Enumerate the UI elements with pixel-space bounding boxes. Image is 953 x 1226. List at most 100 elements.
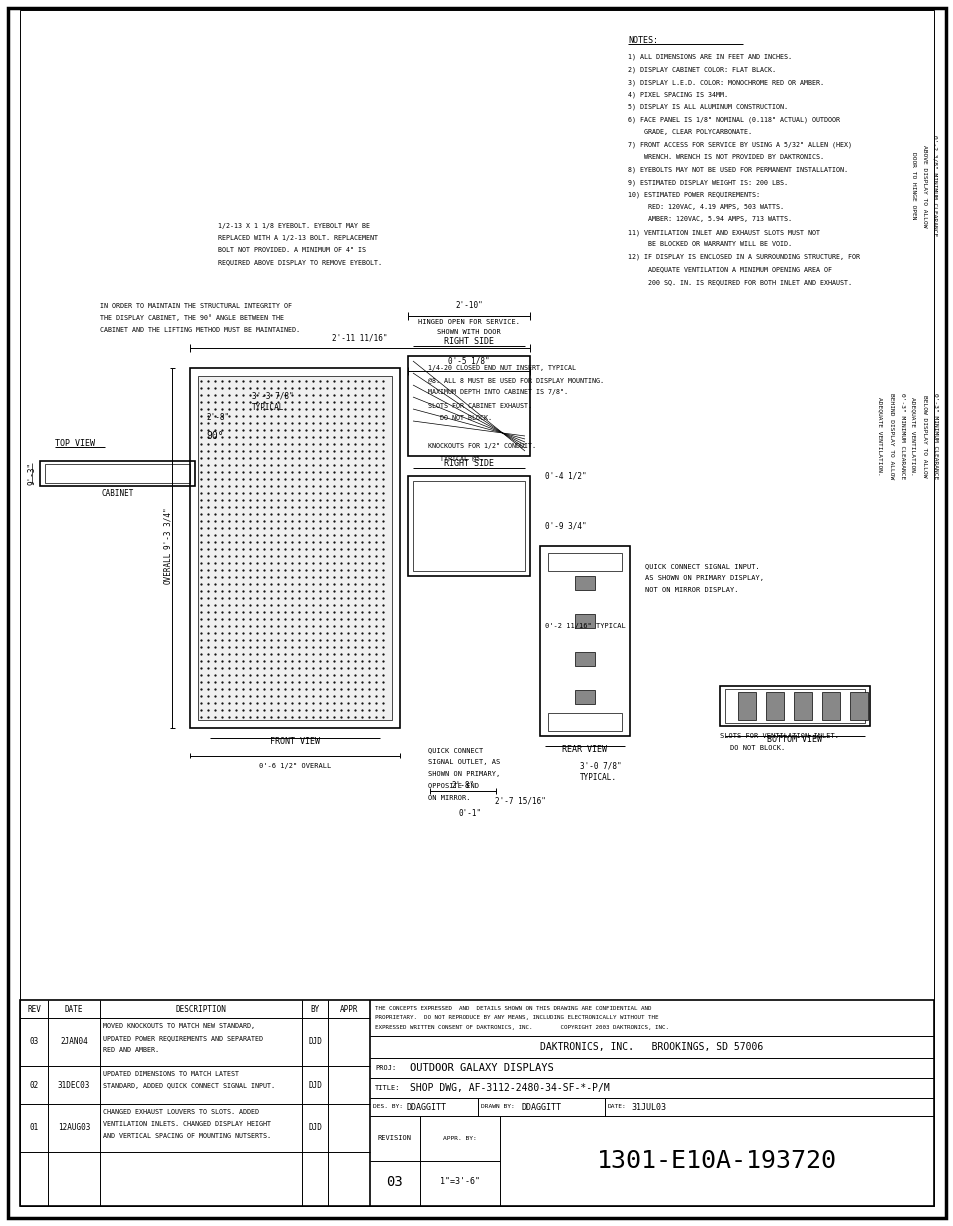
Text: 4) PIXEL SPACING IS 34MM.: 4) PIXEL SPACING IS 34MM.: [627, 92, 727, 98]
Text: 0'-3" MINIMUM CLEARANCE: 0'-3" MINIMUM CLEARANCE: [899, 392, 904, 479]
Text: BE BLOCKED OR WARRANTY WILL BE VOID.: BE BLOCKED OR WARRANTY WILL BE VOID.: [627, 242, 791, 248]
Text: 90°: 90°: [206, 432, 224, 441]
Text: 2JAN04: 2JAN04: [60, 1037, 88, 1047]
Text: DDAGGITT: DDAGGITT: [521, 1102, 561, 1112]
Text: 1/2-13 X 1 1/8 EYEBOLT. EYEBOLT MAY BE: 1/2-13 X 1 1/8 EYEBOLT. EYEBOLT MAY BE: [218, 223, 370, 229]
Text: DATE: DATE: [65, 1004, 83, 1014]
Text: 31JUL03: 31JUL03: [630, 1102, 665, 1112]
Text: BOLT NOT PROVIDED. A MINIMUM OF 4" IS: BOLT NOT PROVIDED. A MINIMUM OF 4" IS: [218, 246, 366, 253]
Bar: [40, 461, 194, 485]
Text: TITLE:: TITLE:: [375, 1085, 400, 1091]
Text: DRAWN BY:: DRAWN BY:: [480, 1105, 515, 1110]
Text: CABINET AND THE LIFTING METHOD MUST BE MAINTAINED.: CABINET AND THE LIFTING METHOD MUST BE M…: [100, 327, 299, 333]
Text: 0'-6 1/2" OVERALL: 0'-6 1/2" OVERALL: [258, 763, 331, 769]
Text: 11) VENTILATION INLET AND EXHAUST SLOTS MUST NOT: 11) VENTILATION INLET AND EXHAUST SLOTS …: [627, 229, 820, 235]
Text: 03: 03: [30, 1037, 38, 1047]
Text: THE DISPLAY CABINET, THE 90° ANGLE BETWEEN THE: THE DISPLAY CABINET, THE 90° ANGLE BETWE…: [100, 315, 284, 321]
Bar: [408, 476, 530, 576]
Text: BOTTOM VIEW: BOTTOM VIEW: [767, 736, 821, 744]
Text: DOOR TO HINGE OPEN: DOOR TO HINGE OPEN: [910, 152, 915, 219]
Text: DDAGGITT: DDAGGITT: [407, 1102, 447, 1112]
Text: WRENCH. WRENCH IS NOT PROVIDED BY DAKTRONICS.: WRENCH. WRENCH IS NOT PROVIDED BY DAKTRO…: [627, 154, 823, 161]
Text: SHOWN ON PRIMARY,: SHOWN ON PRIMARY,: [428, 771, 499, 777]
Text: SHOWN WITH DOOR: SHOWN WITH DOOR: [436, 329, 500, 335]
Text: PROJ:: PROJ:: [375, 1065, 395, 1072]
Text: DJD: DJD: [308, 1123, 321, 1133]
Text: PROPRIETARY.  DO NOT REPRODUCE BY ANY MEANS, INCLUDING ELECTRONICALLY WITHOUT TH: PROPRIETARY. DO NOT REPRODUCE BY ANY MEA…: [375, 1015, 658, 1020]
Text: UPDATED DIMENSIONS TO MATCH LATEST: UPDATED DIMENSIONS TO MATCH LATEST: [103, 1072, 239, 1076]
Text: BEHIND DISPLAY TO ALLOW: BEHIND DISPLAY TO ALLOW: [888, 392, 893, 479]
Text: 0'-9 3/4": 0'-9 3/4": [544, 521, 586, 531]
Text: IN ORDER TO MAINTAIN THE STRUCTURAL INTEGRITY OF: IN ORDER TO MAINTAIN THE STRUCTURAL INTE…: [100, 303, 292, 309]
Text: 2'-11 11/16": 2'-11 11/16": [332, 333, 387, 342]
Text: 1) ALL DIMENSIONS ARE IN FEET AND INCHES.: 1) ALL DIMENSIONS ARE IN FEET AND INCHES…: [627, 54, 791, 60]
Text: SLOTS FOR CABINET EXHAUST.: SLOTS FOR CABINET EXHAUST.: [428, 403, 532, 409]
Text: 12) IF DISPLAY IS ENCLOSED IN A SURROUNDING STRUCTURE, FOR: 12) IF DISPLAY IS ENCLOSED IN A SURROUND…: [627, 254, 859, 260]
Text: 9'-3": 9'-3": [28, 462, 36, 485]
Text: NOT ON MIRROR DISPLAY.: NOT ON MIRROR DISPLAY.: [644, 587, 738, 593]
Text: 0'-2 11/16" TYPICAL: 0'-2 11/16" TYPICAL: [544, 623, 625, 629]
Bar: [575, 614, 595, 628]
Text: 2'-7 15/16": 2'-7 15/16": [494, 797, 545, 805]
Bar: [738, 691, 755, 720]
Text: 3'-3 7/8": 3'-3 7/8": [252, 391, 294, 401]
Bar: [190, 368, 399, 728]
Text: 0'-5 1/8": 0'-5 1/8": [448, 357, 489, 365]
Text: STANDARD, ADDED QUICK CONNECT SIGNAL INPUT.: STANDARD, ADDED QUICK CONNECT SIGNAL INP…: [103, 1083, 274, 1089]
Text: REVISION: REVISION: [377, 1135, 412, 1141]
Text: AMBER: 120VAC, 5.94 AMPS, 713 WATTS.: AMBER: 120VAC, 5.94 AMPS, 713 WATTS.: [627, 217, 791, 222]
Text: AS SHOWN ON PRIMARY DISPLAY,: AS SHOWN ON PRIMARY DISPLAY,: [644, 575, 763, 581]
Text: UPDATED POWER REQUIREMENTS AND SEPARATED: UPDATED POWER REQUIREMENTS AND SEPARATED: [103, 1035, 263, 1041]
Text: 1"=3'-6": 1"=3'-6": [439, 1177, 479, 1187]
Bar: [575, 690, 595, 704]
Text: DAKTRONICS, INC.   BROOKINGS, SD 57006: DAKTRONICS, INC. BROOKINGS, SD 57006: [539, 1042, 762, 1052]
Bar: [849, 691, 867, 720]
Text: OVERALL: OVERALL: [163, 552, 172, 584]
Bar: [793, 691, 811, 720]
Bar: [539, 546, 629, 736]
Bar: [575, 652, 595, 666]
Bar: [765, 691, 783, 720]
Text: ADEQUATE VENTILATION.: ADEQUATE VENTILATION.: [877, 397, 882, 476]
Text: QUICK CONNECT SIGNAL INPUT.: QUICK CONNECT SIGNAL INPUT.: [644, 563, 759, 569]
Text: 3) DISPLAY L.E.D. COLOR: MONOCHROME RED OR AMBER.: 3) DISPLAY L.E.D. COLOR: MONOCHROME RED …: [627, 78, 823, 86]
Text: 3'-0 7/8": 3'-0 7/8": [579, 761, 621, 770]
Bar: [408, 356, 530, 456]
Text: 0'-3" MINIMUM CLEARANCE: 0'-3" MINIMUM CLEARANCE: [932, 392, 937, 479]
Text: OPPOSITE END: OPPOSITE END: [428, 783, 478, 790]
Text: EXPRESSED WRITTEN CONSENT OF DAKTRONICS, INC.        COPYRIGHT 2003 DAKTRONICS, : EXPRESSED WRITTEN CONSENT OF DAKTRONICS,…: [375, 1025, 668, 1031]
Text: DO NOT BLOCK.: DO NOT BLOCK.: [729, 745, 784, 752]
Text: 12AUG03: 12AUG03: [58, 1123, 91, 1133]
Text: ABOVE DISPLAY TO ALLOW: ABOVE DISPLAY TO ALLOW: [921, 145, 926, 227]
Text: FRONT VIEW: FRONT VIEW: [270, 738, 319, 747]
Text: 200 SQ. IN. IS REQUIRED FOR BOTH INLET AND EXHAUST.: 200 SQ. IN. IS REQUIRED FOR BOTH INLET A…: [627, 280, 851, 284]
Bar: [575, 576, 595, 590]
Text: @8. ALL 8 MUST BE USED FOR DISPLAY MOUNTING.: @8. ALL 8 MUST BE USED FOR DISPLAY MOUNT…: [428, 378, 603, 383]
Text: 2'-8": 2'-8": [451, 781, 474, 791]
Text: 0'-2 3/8" MINIMUM CLEARANCE: 0'-2 3/8" MINIMUM CLEARANCE: [932, 135, 937, 237]
Text: TYPICAL: TYPICAL: [252, 403, 284, 412]
Text: REQUIRED ABOVE DISPLAY TO REMOVE EYEBOLT.: REQUIRED ABOVE DISPLAY TO REMOVE EYEBOLT…: [218, 259, 381, 265]
Text: CABINET: CABINET: [101, 489, 133, 499]
Text: 9'-3 3/4": 9'-3 3/4": [163, 508, 172, 549]
Text: OUTDOOR GALAXY DISPLAYS: OUTDOOR GALAXY DISPLAYS: [410, 1063, 553, 1073]
Text: DJD: DJD: [308, 1080, 321, 1090]
Text: SIGNAL OUTLET, AS: SIGNAL OUTLET, AS: [428, 759, 499, 765]
Text: DO NOT BLOCK.: DO NOT BLOCK.: [439, 414, 492, 421]
Bar: [413, 481, 524, 571]
Text: VENTILATION INLETS. CHANGED DISPLAY HEIGHT: VENTILATION INLETS. CHANGED DISPLAY HEIG…: [103, 1121, 271, 1127]
Text: ADEQUATE VENTILATION A MINIMUM OPENING AREA OF: ADEQUATE VENTILATION A MINIMUM OPENING A…: [627, 266, 831, 272]
Text: MOVED KNOCKOUTS TO MATCH NEW STANDARD,: MOVED KNOCKOUTS TO MATCH NEW STANDARD,: [103, 1022, 254, 1029]
Text: 9) ESTIMATED DISPLAY WEIGHT IS: 200 LBS.: 9) ESTIMATED DISPLAY WEIGHT IS: 200 LBS.: [627, 179, 787, 185]
Bar: [547, 714, 621, 731]
Text: 6) FACE PANEL IS 1/8" NOMINAL (0.118" ACTUAL) OUTDOOR: 6) FACE PANEL IS 1/8" NOMINAL (0.118" AC…: [627, 116, 840, 123]
Text: 2'-8": 2'-8": [206, 413, 230, 423]
Text: 2) DISPLAY CABINET COLOR: FLAT BLACK.: 2) DISPLAY CABINET COLOR: FLAT BLACK.: [627, 66, 775, 74]
Text: 31DEC03: 31DEC03: [58, 1080, 91, 1090]
Text: 1/4-20 CLOSED END NUT INSERT, TYPICAL: 1/4-20 CLOSED END NUT INSERT, TYPICAL: [428, 365, 576, 371]
Text: 03: 03: [386, 1175, 403, 1189]
Text: BY: BY: [310, 1004, 319, 1014]
Text: CHANGED EXHAUST LOUVERS TO SLOTS. ADDED: CHANGED EXHAUST LOUVERS TO SLOTS. ADDED: [103, 1110, 258, 1114]
Text: 0'-4 1/2": 0'-4 1/2": [544, 472, 586, 481]
Text: APPR: APPR: [339, 1004, 358, 1014]
